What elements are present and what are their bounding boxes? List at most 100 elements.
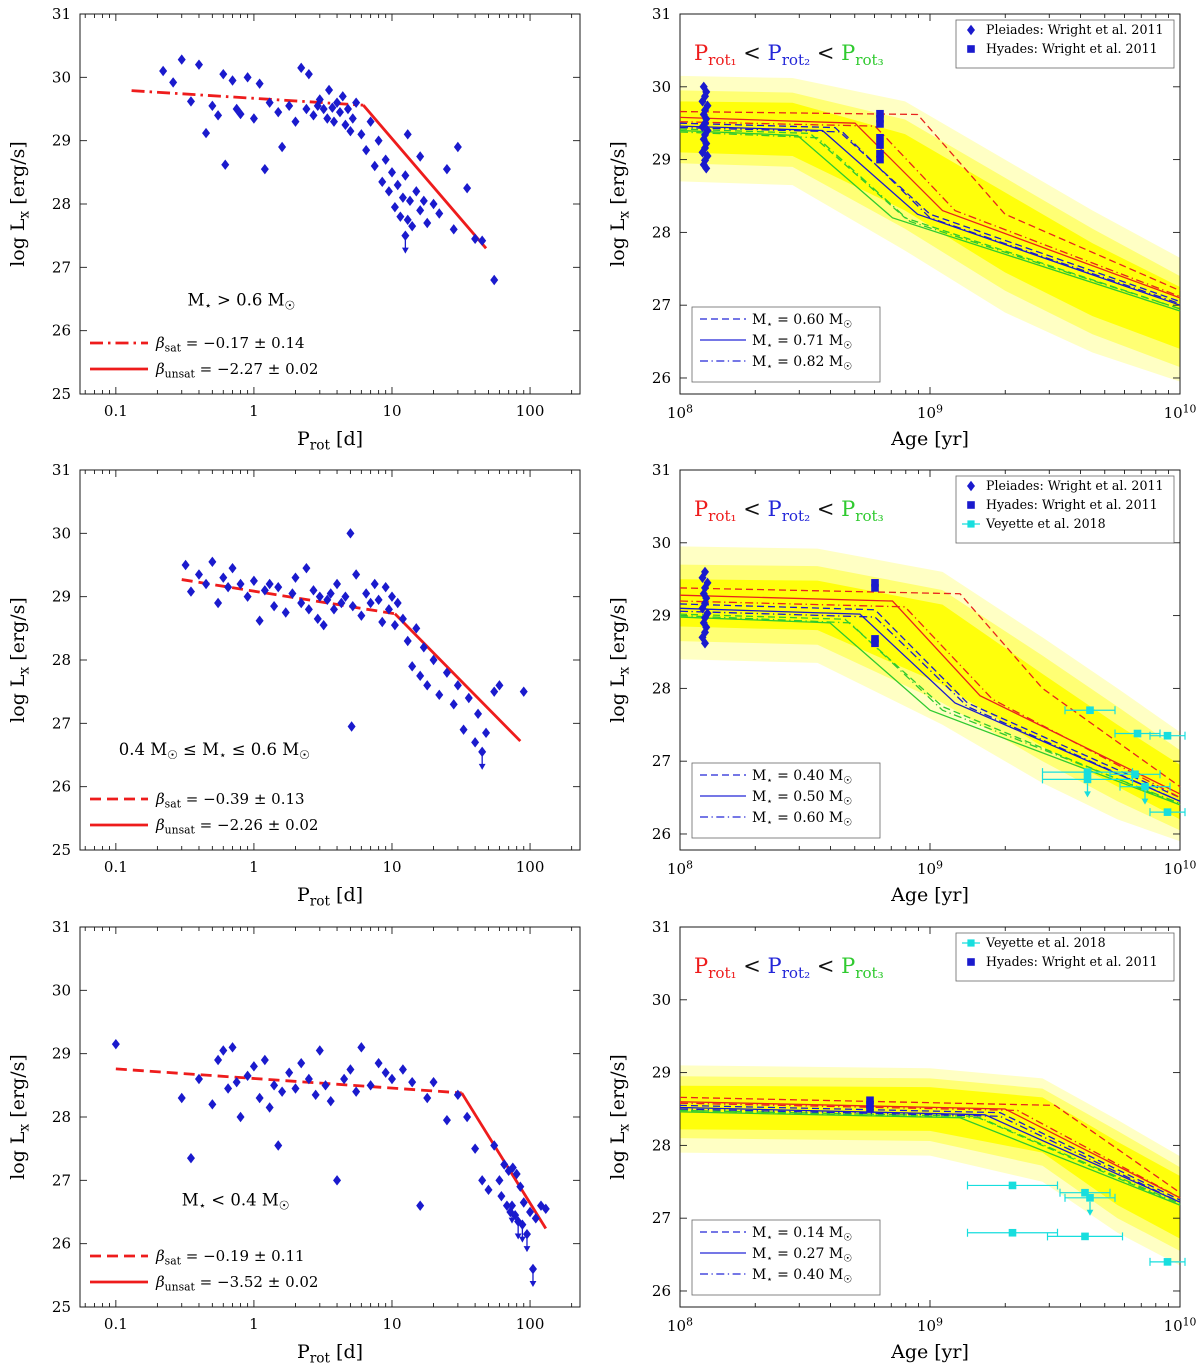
legend-mass-label: M⋆​ = 0.60 M☉​ [752,810,852,828]
diamond-marker [702,113,711,125]
square-marker [876,115,884,123]
diamond-marker [346,1064,355,1075]
track-green-solid [679,616,1181,806]
y-tick-label: 30 [52,524,71,542]
square-marker [1008,1181,1017,1190]
diamond-marker [387,1073,396,1085]
fit-lines [181,578,522,743]
diamond-marker [490,274,499,286]
square-marker [876,149,884,158]
diamond-marker [362,144,371,156]
track-red-solid [679,116,1181,299]
diamond-marker [219,68,228,80]
square-marker [967,501,975,509]
diamond-marker [260,1054,269,1066]
square-marker [1086,706,1094,715]
track-red-dashdot [679,1102,1181,1199]
upper-limit-arrowhead [1084,791,1091,798]
y-axis-label: log Lx​ [erg/s] [7,141,33,267]
square-marker [876,141,884,149]
diamond-marker [362,588,371,599]
diamond-marker [381,1067,390,1078]
diamond-marker [315,94,324,105]
diamond-marker [291,1083,300,1094]
diamond-marker [278,141,287,153]
diamond-marker [416,205,425,216]
x-tick-label: 108​ [667,1315,693,1335]
legend-masses: M⋆​ = 0.60 M☉​ M⋆​ = 0.71 M☉​ M⋆​ = 0.82 M… [691,306,881,383]
y-axis-label: log Lx​ [erg/s] [7,597,33,723]
diamond-marker [304,604,313,615]
confidence-bands [680,546,1180,842]
diamond-marker [701,566,709,578]
band [680,101,1180,349]
track-blue-solid [679,1106,1181,1203]
prot-order-annotation: Prot₁​ < Prot₂​ < Prot₃​ [694,41,884,69]
diamond-marker [313,613,322,625]
x-tick-label: 109​ [917,858,943,878]
diamond-marker [366,116,375,127]
axes: 0.1 1 10 100 25 26 27 28 29 30 31 [52,918,581,1333]
diamond-marker [274,106,283,118]
diamond-marker [967,24,975,36]
diamond-marker [459,724,468,735]
diamond-marker [478,746,487,758]
diamond-marker [453,1089,462,1101]
diamond-marker [346,125,355,137]
track-green-dashdot [679,614,1181,805]
age-high-mass-plot: 108​ 109​ 1010​ 26 27 28 29 30 31 Age [yr] log Lx​… [607,5,1197,450]
diamond-marker [265,578,274,590]
upper-limit-arrowhead [401,247,409,254]
diamond-marker [265,97,274,108]
upper-limit-arrowhead [1086,1209,1094,1216]
square-marker [1083,768,1092,776]
square-marker [1163,1258,1172,1266]
diamond-marker [403,214,412,226]
y-tick-label: 28 [52,195,71,213]
diamond-marker [236,1111,245,1123]
x-tick-label: 108​ [667,858,693,878]
diamond-marker [323,113,332,124]
diamond-marker [285,100,294,112]
y-tick-label: 30 [52,981,71,999]
diamond-marker [390,619,399,631]
diamond-marker [702,163,711,174]
cluster-data-points [698,81,884,174]
diamond-marker [449,699,458,710]
y-tick-label: 31 [652,918,671,936]
diamond-marker [390,201,399,213]
diamond-marker [325,84,334,96]
diamond-marker [326,1095,335,1107]
fit-legend-label: βunsat​ = −2.27 ± 0.02 [155,360,318,381]
diamond-marker [449,224,458,235]
diamond-marker [348,600,357,612]
y-tick-label: 28 [652,223,671,241]
model-tracks [679,587,1181,806]
square-marker [866,1096,874,1105]
diamond-marker [403,129,412,140]
track-blue-solid [679,125,1181,306]
diamond-marker [357,1042,366,1053]
legend-mass-label: M⋆​ = 0.50 M☉​ [752,789,852,807]
diamond-marker [186,586,195,597]
diamond-marker [319,619,328,631]
diamond-marker [186,1152,195,1164]
diamond-marker [374,594,383,606]
diamond-marker [967,480,975,492]
y-tick-label: 29 [52,588,71,606]
y-tick-label: 31 [52,918,71,936]
upper-limit-arrowhead [478,763,486,770]
diamond-marker [255,615,264,626]
y-tick-label: 27 [52,714,71,732]
diamond-marker [221,159,230,170]
scatter-points [159,54,499,286]
upper-limit-arrowhead [518,1236,526,1243]
y-tick-label: 26 [652,825,671,843]
diamond-marker [393,597,402,609]
y-axis-label: log Lx​ [erg/s] [607,141,633,267]
track-green-solid [679,129,1181,312]
diamond-marker [381,154,390,165]
x-tick-label: 108​ [667,402,693,422]
track-red-dashdot [679,121,1181,298]
